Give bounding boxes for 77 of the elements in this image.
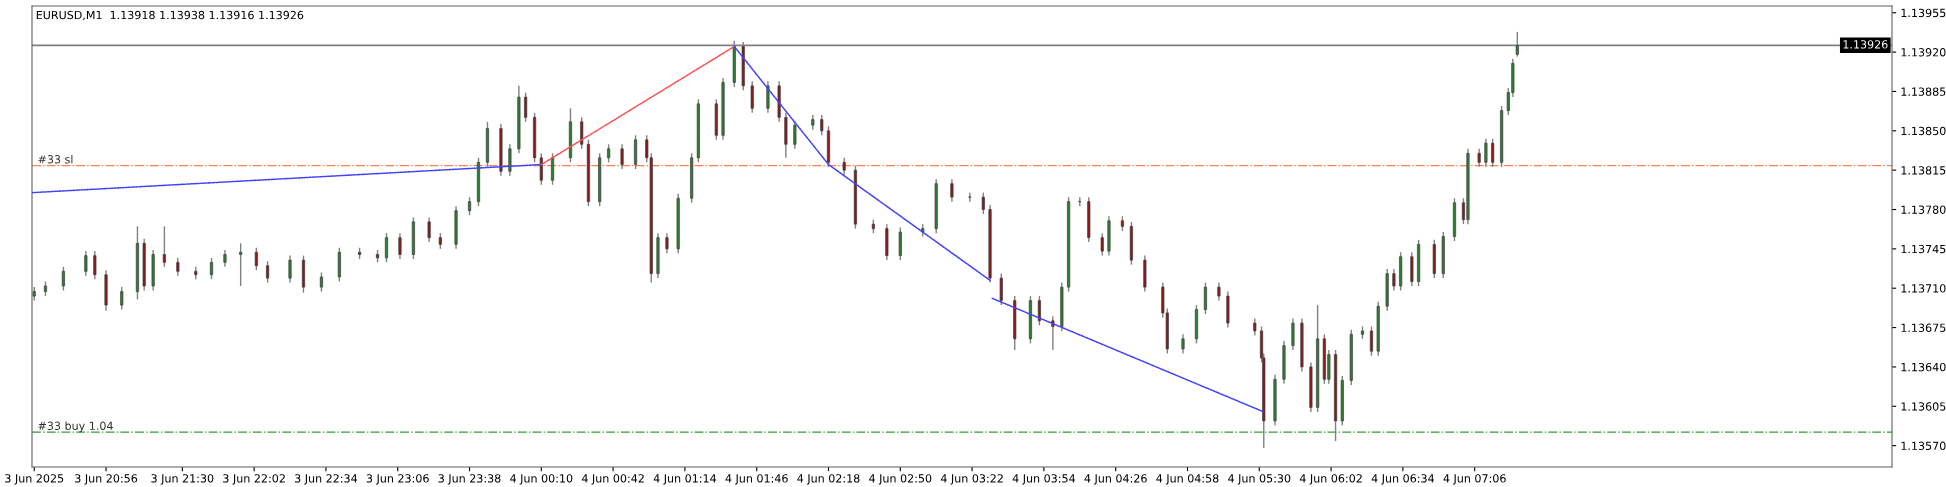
candlestick xyxy=(209,257,214,280)
candlestick xyxy=(1491,137,1495,168)
candlestick xyxy=(84,250,88,277)
candlestick xyxy=(539,152,543,186)
y-tick-label: 1.13640 xyxy=(1901,362,1946,372)
candlestick xyxy=(620,143,624,170)
candlestick xyxy=(162,225,166,268)
y-tick-label: 1.13885 xyxy=(1901,87,1946,96)
x-tick-label: 4 Jun 04:26 xyxy=(1084,474,1147,485)
y-tick-label: 1.13815 xyxy=(1901,166,1946,175)
candlestick xyxy=(1181,333,1185,355)
y-tick-label: 1.13570 xyxy=(1901,441,1946,451)
candlestick xyxy=(1203,281,1207,315)
candlestick xyxy=(981,191,985,215)
x-tick-label: 4 Jun 01:46 xyxy=(725,474,788,485)
x-tick-label: 4 Jun 01:14 xyxy=(653,474,717,485)
y-tick-label: 1.13745 xyxy=(1901,244,1946,254)
candlestick xyxy=(999,272,1003,306)
x-tick-label: 3 Jun 20:56 xyxy=(75,474,138,485)
candlestick xyxy=(398,232,402,260)
x-tick-label: 3 Jun 21:30 xyxy=(151,474,214,485)
ref-line-label: #33 buy 1.04 xyxy=(38,421,113,433)
candlestick xyxy=(266,260,270,284)
y-tick-label: 1.13710 xyxy=(1901,284,1946,293)
x-tick-label: 3 Jun 23:38 xyxy=(438,474,501,485)
x-tick-label: 4 Jun 00:10 xyxy=(510,474,573,485)
candlestick xyxy=(898,226,902,261)
x-tick-label: 4 Jun 03:22 xyxy=(940,474,1003,485)
y-tick-label: 1.13675 xyxy=(1901,323,1946,332)
candlestick xyxy=(950,178,954,203)
candlestick xyxy=(524,91,528,123)
y-tick-label: 1.13850 xyxy=(1901,126,1946,136)
x-tick-label: 4 Jun 05:30 xyxy=(1228,474,1291,485)
y-tick-label: 1.13920 xyxy=(1901,48,1946,57)
candlestick xyxy=(93,250,97,280)
candlestick xyxy=(508,143,512,177)
candlestick xyxy=(1369,325,1374,357)
candlestick xyxy=(968,191,972,203)
candlestick xyxy=(427,216,431,243)
x-tick-label: 3 Jun 23:06 xyxy=(366,474,429,485)
candlestick xyxy=(793,119,797,150)
x-tick-label: 4 Jun 07:06 xyxy=(1443,474,1506,485)
x-tick-label: 3 Jun 2025 xyxy=(5,474,64,485)
candlestick xyxy=(254,247,258,271)
candlestick xyxy=(61,266,65,292)
y-tick-label: 1.13955 xyxy=(1901,8,1946,18)
x-tick-label: 4 Jun 03:54 xyxy=(1012,474,1076,485)
candlestick xyxy=(665,232,669,255)
y-tick-label: 1.13605 xyxy=(1901,402,1946,411)
x-tick-label: 3 Jun 22:02 xyxy=(223,474,285,485)
y-tick-label: 1.13780 xyxy=(1901,205,1946,214)
x-tick-label: 3 Jun 22:34 xyxy=(295,474,358,485)
x-tick-label: 4 Jun 00:42 xyxy=(581,474,644,485)
ref-line-label: #33 sl xyxy=(38,154,73,164)
candlestick xyxy=(820,114,824,136)
x-tick-label: 4 Jun 02:50 xyxy=(869,474,932,485)
candlestick xyxy=(1051,315,1055,351)
candlestick xyxy=(239,242,243,287)
x-tick-label: 4 Jun 06:34 xyxy=(1371,474,1435,485)
candlestick xyxy=(319,271,323,293)
chart-title: EURUSD,M1 1.13918 1.13938 1.13916 1.13926 xyxy=(36,10,304,21)
candlestick xyxy=(1484,137,1488,168)
ref-line-label: 1.13926 xyxy=(1843,40,1888,49)
candlestick xyxy=(1291,317,1295,351)
candlestick xyxy=(766,80,770,114)
x-tick-label: 4 Jun 02:18 xyxy=(797,474,860,485)
candlestick xyxy=(1100,232,1104,257)
candlestick xyxy=(750,80,754,114)
candlestick xyxy=(288,254,292,284)
candlestick xyxy=(1392,268,1396,292)
candlestick xyxy=(120,286,124,311)
candlestick xyxy=(384,232,389,264)
x-tick-label: 4 Jun 06:02 xyxy=(1299,474,1362,485)
candlestick xyxy=(1037,295,1041,327)
candlestick xyxy=(580,116,584,150)
x-tick-label: 4 Jun 04:58 xyxy=(1156,474,1219,485)
candlestick xyxy=(550,152,555,186)
